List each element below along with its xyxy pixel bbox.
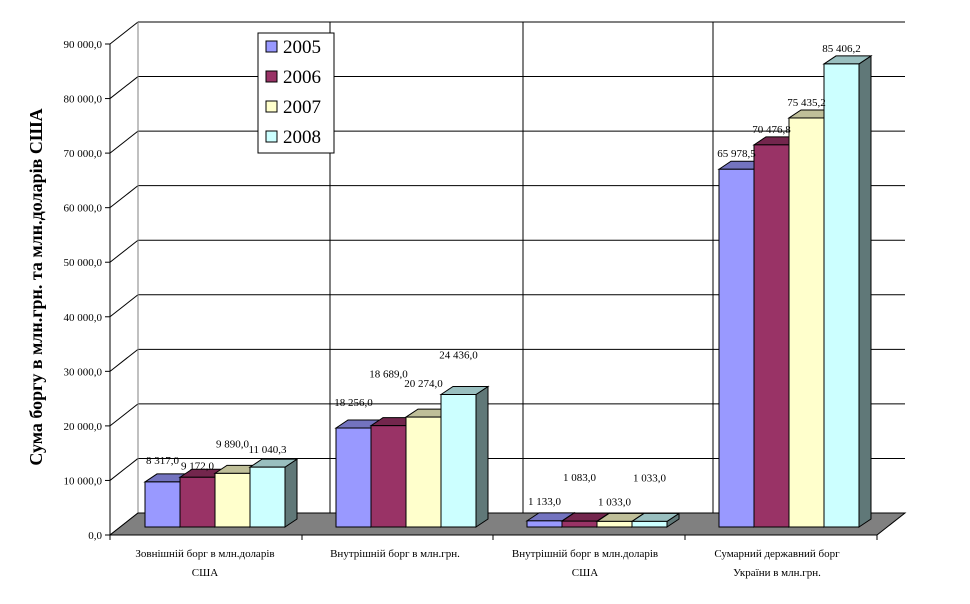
category-label-line2: України в млн.грн. bbox=[733, 567, 821, 579]
data-label: 9 172,0 bbox=[181, 460, 215, 472]
bar-2007 bbox=[214, 472, 251, 528]
y-axis-title: Сума боргу в млн.грн. та млн.доларів США bbox=[26, 108, 46, 465]
gridline-side bbox=[109, 294, 139, 318]
data-label: 1 033,0 bbox=[633, 472, 667, 484]
y-tick-label: 50 000,0 bbox=[64, 257, 103, 269]
y-tick-label: 60 000,0 bbox=[64, 203, 103, 215]
legend-swatch bbox=[265, 70, 278, 83]
y-tick-label: 30 000,0 bbox=[64, 366, 103, 378]
bar-2008 bbox=[249, 466, 286, 528]
data-label: 18 689,0 bbox=[369, 369, 408, 381]
gridline-side bbox=[109, 458, 139, 481]
bar-2006 bbox=[561, 520, 598, 528]
legend-label: 2006 bbox=[283, 67, 321, 88]
gridline-side bbox=[109, 348, 139, 372]
bar-2005 bbox=[144, 481, 181, 528]
bar-side bbox=[858, 54, 872, 528]
bar-2007 bbox=[596, 520, 633, 528]
bar-2006 bbox=[753, 144, 790, 528]
bar-2006 bbox=[370, 425, 407, 528]
bar-side bbox=[284, 458, 298, 528]
y-tick-label: 90 000,0 bbox=[64, 39, 103, 51]
category-label-line2: США bbox=[572, 567, 598, 579]
y-tick-label: 20 000,0 bbox=[64, 421, 103, 433]
category-label: Сумарний державний борг bbox=[714, 548, 840, 560]
legend-label: 2005 bbox=[283, 37, 321, 58]
gridline-side bbox=[109, 185, 139, 209]
data-label: 75 435,2 bbox=[787, 97, 826, 109]
y-tick-label: 0,0 bbox=[88, 530, 102, 542]
data-label: 65 978,5 bbox=[717, 148, 756, 160]
legend-swatch bbox=[265, 100, 278, 113]
y-tick-label: 70 000,0 bbox=[64, 148, 103, 160]
gridline-side bbox=[109, 21, 139, 45]
category-label: Внутрішній борг в млн.доларів bbox=[512, 548, 658, 560]
bar-2008 bbox=[440, 394, 477, 528]
data-label: 11 040,3 bbox=[248, 444, 287, 456]
legend-label: 2007 bbox=[283, 97, 321, 118]
gridline-side bbox=[109, 239, 139, 263]
data-label: 1 033,0 bbox=[598, 496, 632, 508]
gridline-side bbox=[109, 130, 139, 154]
legend-label: 2008 bbox=[283, 127, 321, 148]
legend-swatch bbox=[265, 40, 278, 53]
bar-2008 bbox=[823, 63, 860, 528]
data-label: 24 436,0 bbox=[439, 350, 478, 362]
data-label: 85 406,2 bbox=[822, 43, 861, 55]
bar-2007 bbox=[405, 416, 442, 528]
bar-side bbox=[475, 385, 489, 528]
bar-2006 bbox=[179, 476, 216, 528]
bar-2007 bbox=[788, 117, 825, 528]
legend-swatch bbox=[265, 130, 278, 143]
data-label: 20 274,0 bbox=[404, 378, 443, 390]
data-label: 70 476,8 bbox=[752, 124, 791, 136]
y-tick-label: 80 000,0 bbox=[64, 94, 103, 106]
y-tick-label: 40 000,0 bbox=[64, 312, 103, 324]
y-tick-label: 10 000,0 bbox=[64, 475, 103, 487]
bar-2005 bbox=[718, 168, 755, 528]
bar-2008 bbox=[631, 520, 668, 528]
category-label: Зовнішній борг в млн.доларів bbox=[135, 548, 274, 560]
data-label: 9 890,0 bbox=[216, 438, 250, 450]
data-label: 18 256,0 bbox=[334, 397, 373, 409]
bar-2005 bbox=[526, 520, 563, 528]
data-label: 8 317,0 bbox=[146, 455, 180, 467]
gridline-side bbox=[109, 403, 139, 427]
gridline-side bbox=[109, 76, 139, 99]
category-label: Внутрішній борг в млн.грн. bbox=[330, 548, 460, 560]
data-label: 1 083,0 bbox=[563, 472, 597, 484]
bar-2005 bbox=[335, 427, 372, 528]
category-label-line2: США bbox=[192, 567, 218, 579]
data-label: 1 133,0 bbox=[528, 496, 562, 508]
